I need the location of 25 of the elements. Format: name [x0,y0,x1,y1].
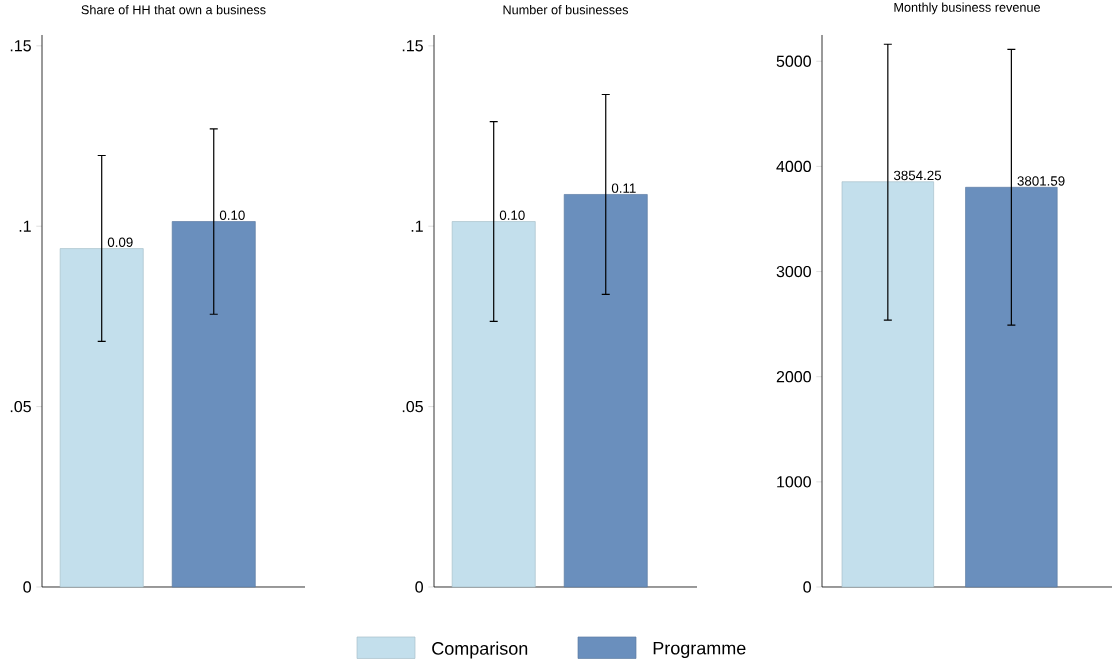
y-tick-label: .15 [402,40,423,52]
y-tick-label: 0 [415,581,423,593]
chart-title: Number of businesses [503,4,629,15]
chart-title: Monthly business revenue [894,2,1040,15]
data-label: 0.09 [107,237,133,247]
y-tick-label: 5000 [776,55,811,67]
data-label: 3854.25 [893,170,942,181]
data-label: 0.11 [611,183,636,193]
data-label: 3801.59 [1017,176,1065,186]
y-tick-label: .05 [10,400,31,413]
y-tick-label: .15 [10,40,31,52]
chart-title: Share of HH that own a business [81,4,266,15]
y-tick-label: 2000 [776,371,811,383]
y-tick-label: 3000 [776,265,811,278]
y-tick-label: .05 [402,400,423,413]
data-label: 0.10 [499,210,525,220]
data-label: 0.10 [219,210,245,220]
y-tick-label: 0 [803,581,811,593]
y-tick-label: 1000 [777,476,811,488]
y-tick-label: 4000 [776,160,811,173]
legend-label: Programme [653,641,746,659]
y-tick-label: .1 [411,220,423,232]
legend-label: Comparison [432,641,528,659]
y-tick-label: .1 [19,220,31,232]
y-tick-label: 0 [23,581,31,593]
